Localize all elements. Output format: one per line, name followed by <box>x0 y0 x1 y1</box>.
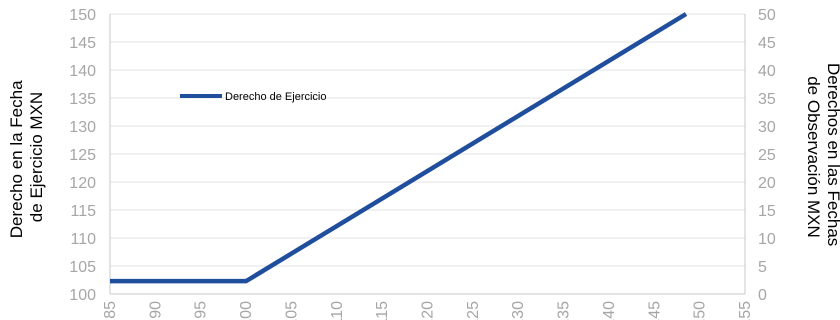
left-axis-title-line-1: Derecho en la Fecha <box>7 80 26 238</box>
series-line-0 <box>110 14 686 281</box>
right-tick-label-4: 20 <box>758 175 776 192</box>
x-tick-label-1: 90 <box>147 301 164 319</box>
x-tick-label-8: 125 <box>465 301 482 320</box>
x-tick-label-11: 140 <box>601 301 618 320</box>
left-tick-label-8: 140 <box>69 63 96 80</box>
left-tick-label-2: 110 <box>70 231 96 248</box>
right-tick-label-3: 15 <box>758 203 776 220</box>
x-axis-tick-labels: 85 90 95 100 105 110 115 120 125 130 135 140 145 150 1… <box>102 301 754 320</box>
left-axis-title: Derecho en la Fecha de Ejercicio MXN <box>7 76 46 239</box>
x-tick-label-10: 135 <box>556 301 573 320</box>
right-tick-label-9: 45 <box>758 35 776 52</box>
left-tick-label-5: 125 <box>69 147 96 164</box>
legend: Derecho de Ejercicio <box>180 91 327 103</box>
x-tick-label-0: 85 <box>102 301 119 319</box>
left-tick-label-4: 120 <box>69 175 96 192</box>
right-tick-label-10: 50 <box>758 7 776 24</box>
x-tick-label-14: 155 <box>737 301 754 320</box>
x-tick-label-4: 105 <box>283 301 300 320</box>
grid-lines <box>110 14 745 294</box>
right-tick-label-7: 35 <box>758 91 776 108</box>
x-tick-label-2: 95 <box>193 301 210 319</box>
left-tick-label-1: 105 <box>69 259 96 276</box>
right-tick-label-5: 25 <box>758 147 776 164</box>
left-tick-label-10: 150 <box>69 7 96 24</box>
right-axis-title: Derechos en las Fechas de Observación MX… <box>804 63 840 251</box>
x-tick-label-7: 120 <box>420 301 437 320</box>
left-tick-label-0: 100 <box>69 287 96 304</box>
left-tick-label-6: 130 <box>69 119 96 136</box>
right-axis-title-line-1: Derechos en las Fechas <box>824 63 840 246</box>
x-tick-label-12: 145 <box>646 301 663 320</box>
right-tick-label-6: 30 <box>758 119 776 136</box>
series <box>110 14 686 281</box>
x-tick-label-6: 115 <box>374 301 391 320</box>
x-tick-label-9: 130 <box>510 301 527 320</box>
left-tick-label-9: 145 <box>69 35 96 52</box>
legend-label: Derecho de Ejercicio <box>225 91 327 103</box>
x-tick-label-13: 150 <box>692 301 709 320</box>
left-axis-title-line-2: de Ejercicio MXN <box>27 92 46 222</box>
x-tick-label-5: 110 <box>329 301 346 320</box>
left-tick-label-7: 135 <box>69 91 96 108</box>
right-tick-label-8: 40 <box>758 63 776 80</box>
right-tick-label-0: 0 <box>758 287 767 304</box>
left-tick-label-3: 115 <box>70 203 96 220</box>
right-tick-label-2: 10 <box>758 231 776 248</box>
right-tick-label-1: 5 <box>758 259 767 276</box>
right-axis-tick-labels: 0 5 10 15 20 25 30 35 40 45 50 <box>758 7 776 304</box>
right-axis-title-line-2: de Observación MXN <box>804 76 823 238</box>
left-axis-tick-labels: 100 105 110 115 120 125 130 135 140 145 150 <box>69 7 96 304</box>
x-tick-label-3: 100 <box>238 301 255 320</box>
